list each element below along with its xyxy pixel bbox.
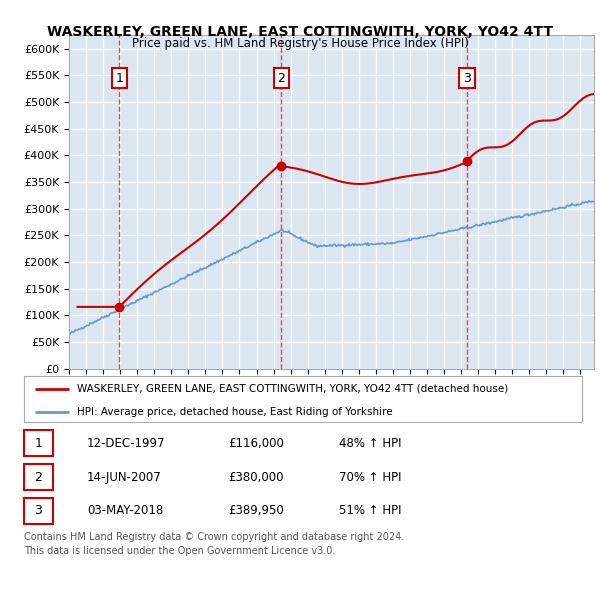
Text: £380,000: £380,000 xyxy=(228,470,284,484)
Text: 14-JUN-2007: 14-JUN-2007 xyxy=(87,470,162,484)
Text: WASKERLEY, GREEN LANE, EAST COTTINGWITH, YORK, YO42 4TT (detached house): WASKERLEY, GREEN LANE, EAST COTTINGWITH,… xyxy=(77,384,508,394)
Text: 48% ↑ HPI: 48% ↑ HPI xyxy=(339,437,401,450)
Text: 12-DEC-1997: 12-DEC-1997 xyxy=(87,437,166,450)
Text: This data is licensed under the Open Government Licence v3.0.: This data is licensed under the Open Gov… xyxy=(24,546,335,556)
Text: 1: 1 xyxy=(115,71,123,84)
Text: 70% ↑ HPI: 70% ↑ HPI xyxy=(339,470,401,484)
Text: WASKERLEY, GREEN LANE, EAST COTTINGWITH, YORK, YO42 4TT: WASKERLEY, GREEN LANE, EAST COTTINGWITH,… xyxy=(47,25,553,39)
Text: HPI: Average price, detached house, East Riding of Yorkshire: HPI: Average price, detached house, East… xyxy=(77,407,392,417)
Text: 2: 2 xyxy=(34,470,43,484)
Text: Contains HM Land Registry data © Crown copyright and database right 2024.: Contains HM Land Registry data © Crown c… xyxy=(24,532,404,542)
Text: 3: 3 xyxy=(34,504,43,517)
Text: 3: 3 xyxy=(463,71,471,84)
Text: £116,000: £116,000 xyxy=(228,437,284,450)
Text: 03-MAY-2018: 03-MAY-2018 xyxy=(87,504,163,517)
Text: Price paid vs. HM Land Registry's House Price Index (HPI): Price paid vs. HM Land Registry's House … xyxy=(131,37,469,50)
Text: £389,950: £389,950 xyxy=(228,504,284,517)
Text: 51% ↑ HPI: 51% ↑ HPI xyxy=(339,504,401,517)
Text: 2: 2 xyxy=(277,71,285,84)
Text: 1: 1 xyxy=(34,437,43,450)
